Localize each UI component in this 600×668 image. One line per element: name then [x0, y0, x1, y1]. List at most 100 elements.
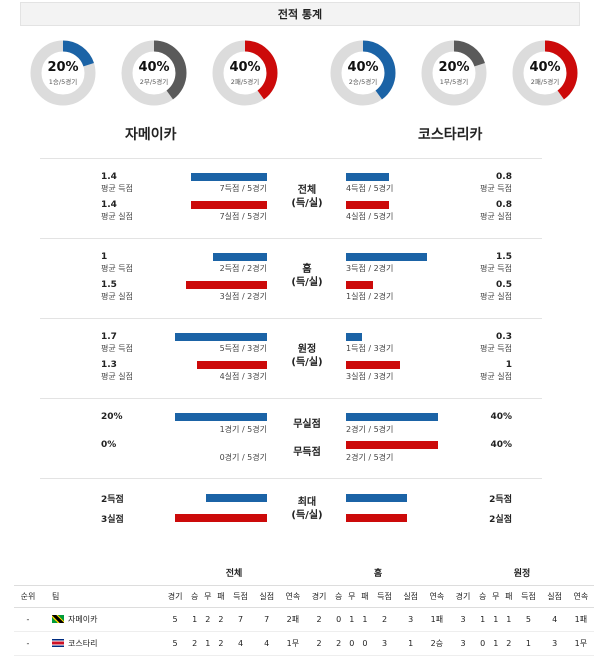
group-header-total: 전체 — [225, 569, 243, 580]
col-header: 패 — [214, 584, 228, 608]
donut-pct: 40% — [138, 60, 170, 75]
away-draw-donut: 20% 1무/5경기 — [421, 40, 487, 106]
donut-arc — [330, 40, 396, 106]
donut-chart — [512, 40, 578, 106]
home-scored-bar — [175, 333, 267, 341]
cell: 1 — [188, 607, 202, 632]
away-conceded-caption: 1실점 / 2경기 — [346, 292, 394, 301]
col-header: 승 — [476, 584, 490, 608]
cell: 0 — [476, 631, 490, 656]
home-loss-donut: 40% 2패/5경기 — [212, 40, 278, 106]
category-title: 최대 — [297, 497, 317, 508]
col-header: 승 — [332, 584, 346, 608]
cell: 4 — [541, 607, 568, 632]
home-max-conceded-value: 3실점 — [101, 515, 124, 525]
cell: 2 — [201, 607, 215, 632]
away-max-scored-bar — [346, 494, 407, 502]
away-conceded-bar — [346, 361, 400, 369]
home-clean-sheet-caption: 1경기 / 5경기 — [219, 425, 267, 434]
home-clean-sheet-value: 20% — [101, 412, 123, 422]
home-avg-conceded-value: 1.3 — [101, 360, 117, 370]
donut-sub: 2승/5경기 — [348, 78, 378, 86]
col-header: 연속 — [279, 584, 306, 608]
away-max-conceded-value: 2실점 — [489, 515, 512, 525]
cell: 2 — [305, 607, 333, 632]
donut-pct: 20% — [47, 60, 79, 75]
cell: 1 — [489, 631, 503, 656]
home-avg-scored-label: 평균 득점 — [101, 344, 133, 353]
home-conceded-caption: 3실점 / 2경기 — [219, 292, 267, 301]
costa-rica-flag-icon — [52, 639, 64, 647]
away-avg-conceded-label: 평균 실점 — [480, 212, 512, 221]
home-avg-conceded-value: 1.4 — [101, 200, 117, 210]
table-header-row: 순위 팀 경기 승 무 패 득점 실점 연속 경기 승 무 패 득점 실점 연속 경기 승 무 패 득점 실점 연속 — [14, 584, 594, 608]
cell: 1 — [515, 631, 542, 656]
cell: 1 — [397, 631, 424, 656]
team-cell[interactable]: 자메이카 — [42, 607, 162, 632]
donut-chart — [212, 40, 278, 106]
team-cell[interactable]: 코스타리 — [42, 631, 162, 656]
home-scored-caption: 2득점 / 2경기 — [219, 264, 267, 273]
cell: 2 — [371, 607, 398, 632]
col-header: 득점 — [371, 584, 398, 608]
cell: 2패 — [279, 607, 306, 632]
home-conceded-bar — [186, 281, 267, 289]
away-scored-caption: 4득점 / 5경기 — [346, 184, 394, 193]
divider — [40, 238, 542, 239]
cell: 7 — [227, 607, 254, 632]
cell: 1 — [502, 607, 516, 632]
col-header: 패 — [358, 584, 372, 608]
home-clean-sheet-bar — [175, 413, 267, 421]
cell: 4 — [227, 631, 254, 656]
away-clean-sheet-value: 40% — [490, 412, 512, 422]
team-header: 팀 — [42, 584, 162, 608]
category-home: 홈 (득/실) — [277, 263, 337, 289]
table-row: - 코스타리 5 2 1 2 4 4 1무 2 2 0 0 3 1 2승 3 0 1 2 1 3 1무 — [14, 631, 594, 656]
cell: 1 — [489, 607, 503, 632]
group-header-home: 홈 — [373, 569, 383, 580]
category-subtitle: (득/실) — [291, 357, 323, 368]
cell: 3 — [449, 631, 477, 656]
donut-pct: 20% — [438, 60, 470, 75]
away-avg-conceded-value: 0.8 — [496, 200, 512, 210]
away-win-donut: 40% 2승/5경기 — [330, 40, 396, 106]
away-clean-sheet-bar — [346, 413, 438, 421]
cell: 0 — [332, 607, 346, 632]
cell: 1패 — [423, 607, 450, 632]
away-avg-scored-value: 1.5 — [496, 252, 512, 262]
home-scored-caption: 5득점 / 3경기 — [219, 344, 267, 353]
cell: 2 — [214, 631, 228, 656]
donut-chart — [30, 40, 96, 106]
donut-pct: 40% — [229, 60, 261, 75]
donut-chart — [330, 40, 396, 106]
category-no-score: 무득점 — [293, 447, 321, 458]
col-header: 패 — [502, 584, 516, 608]
away-conceded-bar — [346, 281, 373, 289]
away-scored-bar — [346, 333, 362, 341]
category-subtitle: (득/실) — [291, 277, 323, 288]
category-title: 홈 — [302, 264, 312, 275]
donut-arc — [512, 40, 578, 106]
cell: 1 — [358, 607, 372, 632]
away-avg-scored-label: 평균 득점 — [480, 344, 512, 353]
cell: 5 — [162, 631, 189, 656]
cell: 1패 — [567, 607, 594, 632]
away-conceded-caption: 3실점 / 3경기 — [346, 372, 394, 381]
category-total: 전체 (득/실) — [277, 184, 337, 210]
away-avg-conceded-label: 평균 실점 — [480, 292, 512, 301]
donut-arc — [121, 40, 187, 106]
away-clean-sheet-caption: 2경기 / 5경기 — [346, 425, 394, 434]
away-conceded-caption: 4실점 / 5경기 — [346, 212, 394, 221]
divider — [40, 158, 542, 159]
rank-header: 순위 — [14, 584, 42, 608]
group-header-away: 원정 — [513, 569, 531, 580]
cell: 3 — [371, 631, 398, 656]
donut-arc — [30, 40, 96, 106]
away-avg-scored-label: 평균 득점 — [480, 264, 512, 273]
home-avg-conceded-label: 평균 실점 — [101, 212, 133, 221]
away-max-conceded-bar — [346, 514, 407, 522]
col-header: 경기 — [305, 584, 333, 608]
cell: 2 — [214, 607, 228, 632]
col-header: 승 — [188, 584, 202, 608]
home-max-scored-bar — [206, 494, 267, 502]
